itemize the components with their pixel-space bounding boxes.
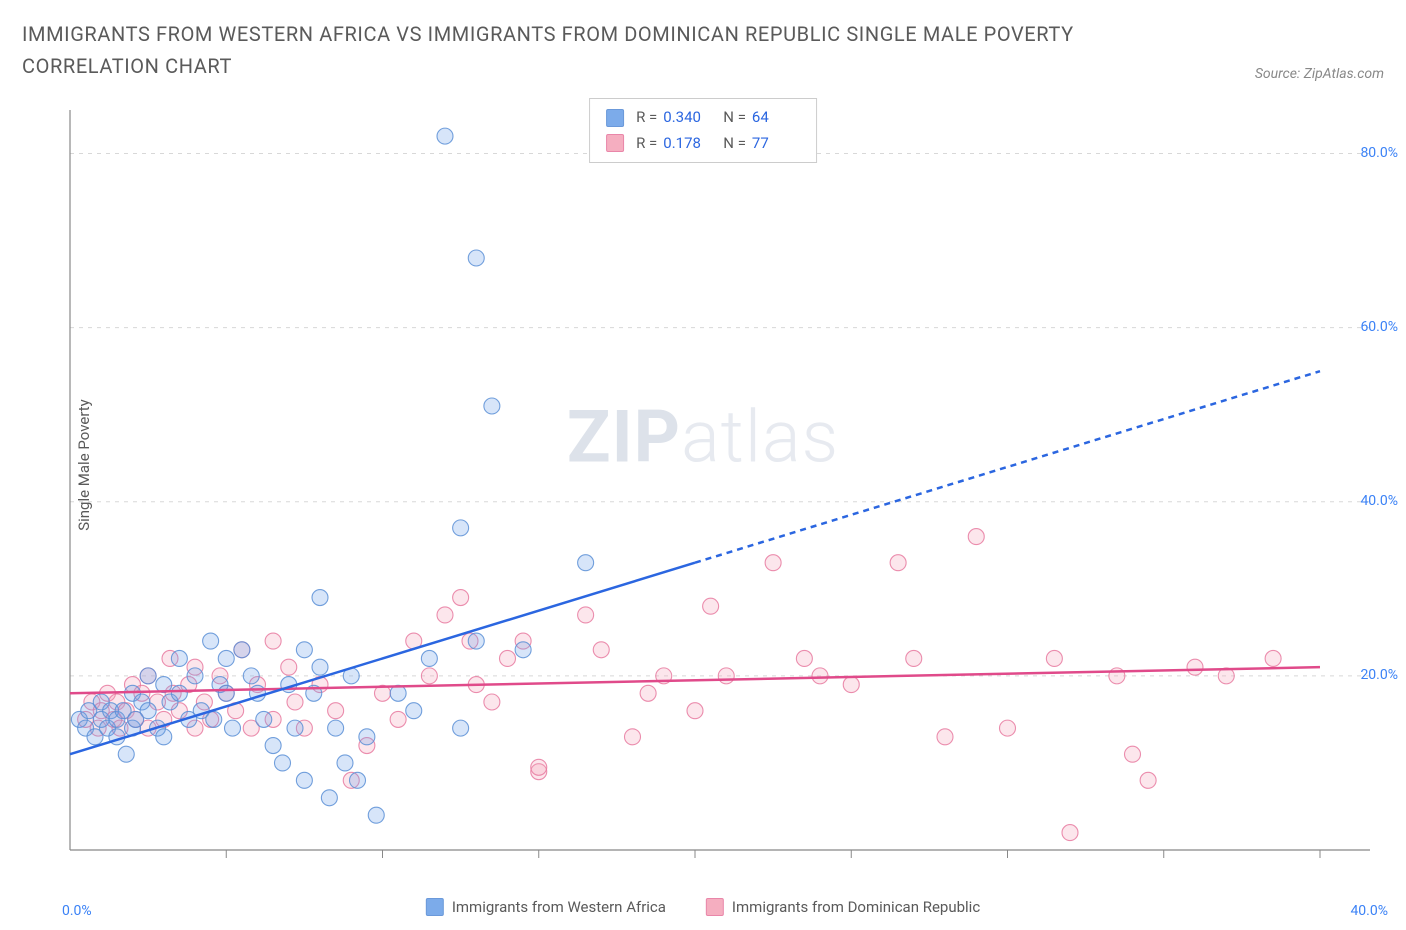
n-label: N = xyxy=(723,105,746,131)
source-attribution: Source: ZipAtlas.com xyxy=(1255,66,1384,82)
legend-row-dominican: R = 0.178 N = 77 xyxy=(606,131,800,157)
x-axis-min-label: 0.0% xyxy=(62,903,92,919)
legend-swatch-western-africa xyxy=(606,109,624,127)
chart-svg xyxy=(60,100,1380,870)
n-label: N = xyxy=(723,131,746,157)
legend-swatch-icon xyxy=(706,898,724,916)
bottom-legend: Immigrants from Western Africa Immigrant… xyxy=(426,898,980,916)
correlation-legend-box: R = 0.340 N = 64 R = 0.178 N = 77 xyxy=(589,98,817,163)
r-value-dominican: 0.178 xyxy=(663,131,711,157)
legend-swatch-icon xyxy=(426,898,444,916)
y-tick-label: 20.0% xyxy=(1360,667,1398,683)
r-value-western-africa: 0.340 xyxy=(663,105,711,131)
legend-label-dominican: Immigrants from Dominican Republic xyxy=(732,898,980,916)
x-axis-max-label: 40.0% xyxy=(1350,903,1388,919)
legend-row-western-africa: R = 0.340 N = 64 xyxy=(606,105,800,131)
chart-title: IMMIGRANTS FROM WESTERN AFRICA VS IMMIGR… xyxy=(22,18,1122,82)
y-tick-label: 60.0% xyxy=(1360,319,1398,335)
legend-label-western-africa: Immigrants from Western Africa xyxy=(452,898,666,916)
legend-swatch-dominican xyxy=(606,134,624,152)
scatter-chart xyxy=(60,100,1380,870)
r-label: R = xyxy=(636,131,657,157)
y-tick-label: 40.0% xyxy=(1360,493,1398,509)
n-value-western-africa: 64 xyxy=(752,105,800,131)
r-label: R = xyxy=(636,105,657,131)
legend-item-dominican: Immigrants from Dominican Republic xyxy=(706,898,980,916)
n-value-dominican: 77 xyxy=(752,131,800,157)
legend-item-western-africa: Immigrants from Western Africa xyxy=(426,898,666,916)
y-tick-label: 80.0% xyxy=(1360,145,1398,161)
